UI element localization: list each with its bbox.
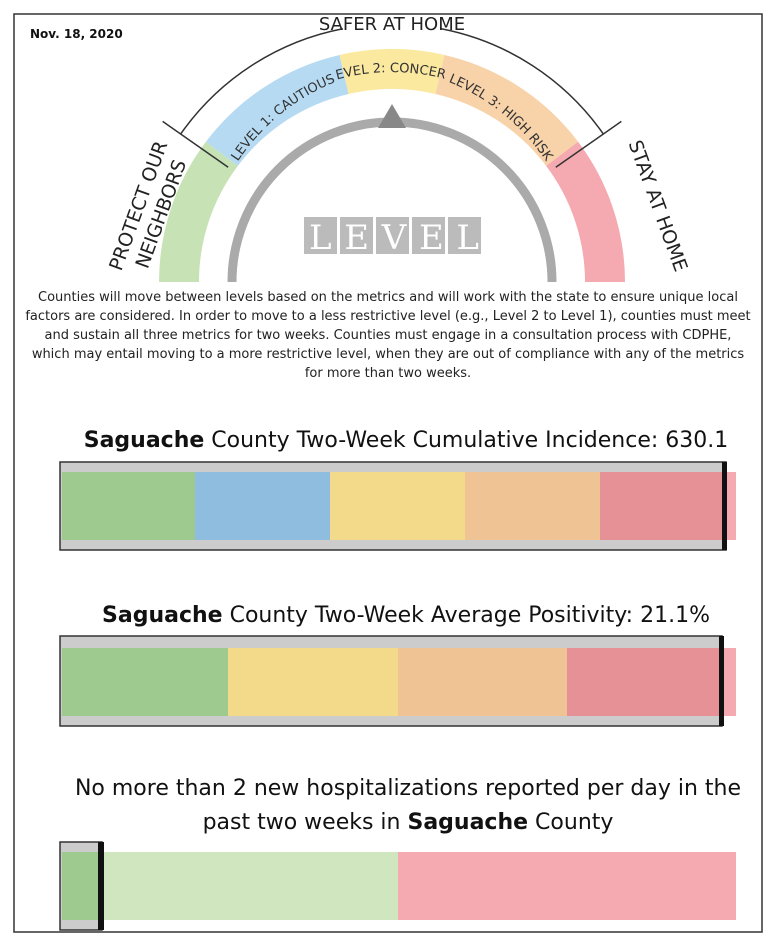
dial-divider: [555, 120, 622, 168]
description: Counties will move between levels based …: [25, 290, 751, 381]
incidence-bar: [59, 461, 736, 551]
metric-title: past two weeks in Saguache County: [203, 810, 614, 835]
right-label: STAY AT HOME: [624, 137, 692, 274]
top-label: SAFER AT HOME: [319, 14, 465, 35]
dial-band: [546, 141, 625, 282]
metric-title: No more than 2 new hospitalizations repo…: [75, 776, 741, 801]
level-label: LEVEL 2: CONCERN: [0, 0, 447, 83]
dial-arc: [227, 117, 557, 283]
dial-divider: [162, 120, 229, 168]
hospitalization-bar: [59, 841, 736, 931]
dial-band: [339, 49, 445, 94]
center-word-boxes: [304, 217, 481, 254]
dial-arc: [441, 28, 604, 135]
metric-title: Saguache County Two-Week Average Positiv…: [102, 603, 710, 628]
dial-pointer: [378, 104, 406, 128]
dial-band: [435, 54, 579, 166]
dial: [159, 28, 625, 283]
metric-title: Saguache County Two-Week Cumulative Inci…: [84, 428, 729, 453]
dial-arc: [180, 28, 343, 135]
dial-band: [205, 54, 349, 166]
date: Nov. 18, 2020: [30, 27, 123, 41]
frame: [13, 13, 763, 933]
positivity-bar: [59, 635, 736, 727]
dial-band: [159, 141, 238, 282]
